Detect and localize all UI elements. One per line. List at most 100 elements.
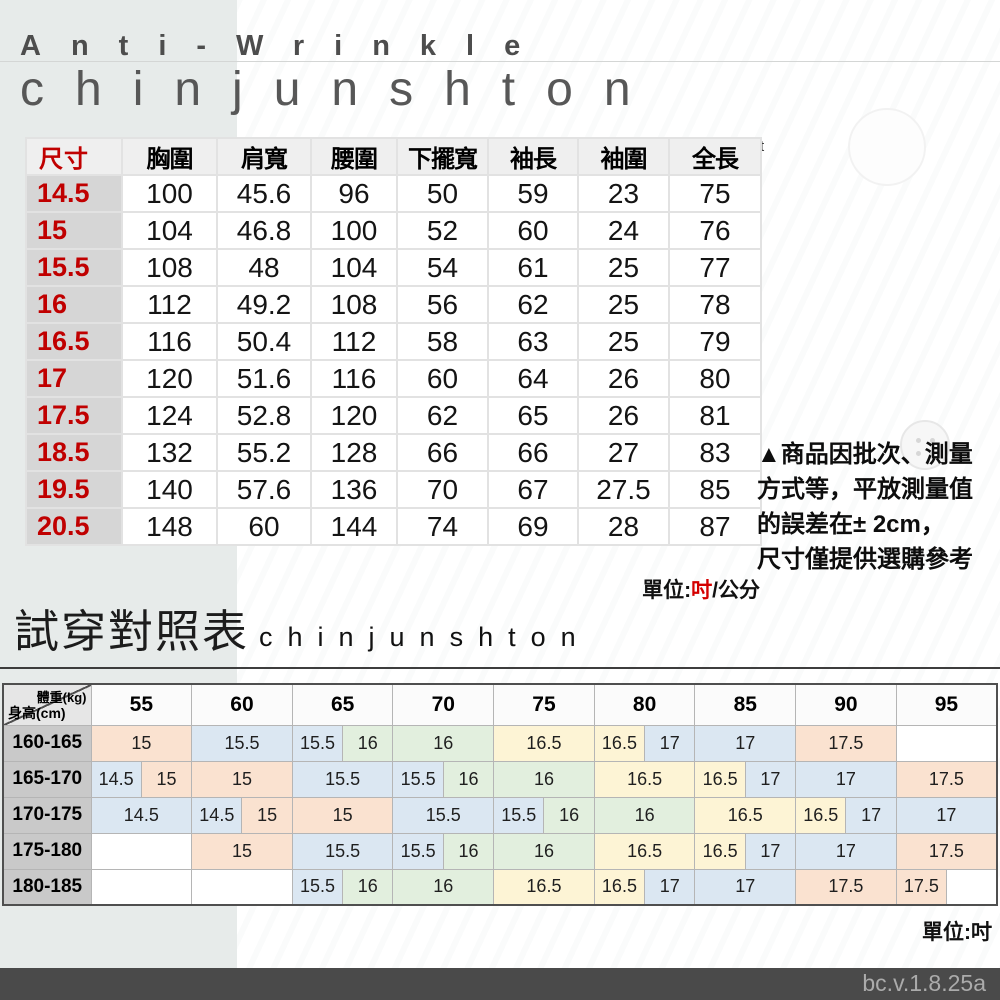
- fit-size-cell: 15: [291, 796, 394, 834]
- size-value-cell: 81: [668, 396, 762, 435]
- size-value-cell: 54: [396, 248, 489, 287]
- fit-size-cell: [946, 868, 998, 906]
- fit-header-row: 體重(kg) 身高(cm) 55 60 65 70 75 80 85 90 95: [2, 683, 998, 726]
- fit-size-cell: 16.5: [694, 832, 746, 870]
- size-value-cell: 85: [668, 470, 762, 509]
- fit-size-cell: 16.5: [493, 868, 595, 906]
- fit-size-cell: 16: [543, 796, 595, 834]
- fit-size-cell: 15.5: [493, 796, 545, 834]
- fit-size-cell: 15.5: [191, 724, 293, 762]
- fit-table-row: 160-165 15 15.5 15.5 16 16 16.5 16.5 17 17 17.5: [2, 724, 998, 762]
- size-row-header: 16: [25, 285, 123, 324]
- size-value-cell: 60: [487, 211, 579, 250]
- fit-weight-header: 65: [291, 683, 394, 726]
- size-value-cell: 60: [396, 359, 489, 398]
- size-value-cell: 132: [121, 433, 218, 472]
- header-divider: [0, 61, 1000, 62]
- version-bar: bc.v.1.8.25a: [0, 968, 1000, 1000]
- fit-size-cell: 14.5: [90, 796, 193, 834]
- size-value-cell: 50: [396, 174, 489, 213]
- brand-subtitle: Anti-Wrinkle: [20, 30, 551, 62]
- size-value-cell: 63: [487, 322, 579, 361]
- size-value-cell: 116: [310, 359, 398, 398]
- size-table-row: 20.5 148 60 144 74 69 28 87: [25, 507, 762, 546]
- size-value-cell: 140: [121, 470, 218, 509]
- fit-size-cell: 16: [392, 868, 495, 906]
- fit-size-cell: 16: [442, 832, 495, 870]
- fit-size-cell: 15.5: [392, 832, 444, 870]
- size-value-cell: 45.6: [216, 174, 312, 213]
- fit-table-row: 180-185 15.5 16 16 16.5 16.5 17 17 17.5 17.5: [2, 868, 998, 906]
- fit-size-cell: 17: [845, 796, 897, 834]
- size-table-row: 18.5 132 55.2 128 66 66 27 83: [25, 433, 762, 472]
- size-value-cell: 50.4: [216, 322, 312, 361]
- size-column-header: 胸圍: [121, 137, 218, 176]
- fit-table-head: 體重(kg) 身高(cm) 55 60 65 70 75 80 85 90 95: [2, 683, 998, 726]
- fit-size-cell: 15.5: [291, 724, 344, 762]
- size-value-cell: 52.8: [216, 396, 312, 435]
- unit-label-bottom: 單位:吋: [922, 921, 992, 944]
- size-value-cell: 120: [121, 359, 218, 398]
- fit-size-cell: 15.5: [392, 796, 495, 834]
- size-value-cell: 61: [487, 248, 579, 287]
- fit-size-cell: 15: [241, 796, 293, 834]
- size-value-cell: 80: [668, 359, 762, 398]
- size-table-row: 17 120 51.6 116 60 64 26 80: [25, 359, 762, 398]
- fit-height-header: 170-175: [2, 796, 92, 834]
- size-value-cell: 25: [577, 285, 670, 324]
- size-row-header: 14.5: [25, 174, 123, 213]
- fit-size-cell: 16: [442, 760, 495, 798]
- fit-table-row: 170-175 14.5 14.5 15 15 15.5 15.5 16 16 16.5 16.5 1…: [2, 796, 998, 834]
- size-value-cell: 108: [310, 285, 398, 324]
- size-row-header: 17: [25, 359, 123, 398]
- size-table-body: 14.5 100 45.6 96 50 59 23 75 15 104 46.8 100 52 60 24 7…: [25, 174, 762, 546]
- fit-size-cell: 17: [795, 832, 897, 870]
- fit-size-cell: 17: [644, 724, 696, 762]
- fit-size-cell: 17.5: [795, 724, 897, 762]
- size-table-row: 16 112 49.2 108 56 62 25 78: [25, 285, 762, 324]
- size-value-cell: 74: [396, 507, 489, 546]
- size-value-cell: 69: [487, 507, 579, 546]
- fit-size-cell: 16: [392, 724, 495, 762]
- size-row-header: 20.5: [25, 507, 123, 546]
- fit-height-header: 165-170: [2, 760, 92, 798]
- size-value-cell: 136: [310, 470, 398, 509]
- size-value-cell: 78: [668, 285, 762, 324]
- size-value-cell: 28: [577, 507, 670, 546]
- size-value-cell: 56: [396, 285, 489, 324]
- size-value-cell: 25: [577, 248, 670, 287]
- unit-label-top: 單位:吋/公分: [25, 574, 760, 604]
- fit-size-cell: 16.5: [593, 760, 696, 798]
- fit-size-cell: 15: [191, 760, 293, 798]
- fit-size-cell: 16.5: [694, 796, 797, 834]
- corner-height-label: 身高(cm): [8, 704, 66, 721]
- size-value-cell: 55.2: [216, 433, 312, 472]
- fit-size-cell: 17: [644, 868, 696, 906]
- size-table-head: 尺寸 胸圍 肩寬 腰圍 下擺寬 袖長 袖圍 全長: [25, 137, 762, 176]
- fit-size-cell: 16: [342, 724, 394, 762]
- fit-size-cell: [895, 724, 998, 762]
- fit-weight-header: 85: [694, 683, 797, 726]
- fit-weight-header: 70: [392, 683, 495, 726]
- fit-size-cell: 16: [342, 868, 394, 906]
- fit-weight-header: 75: [493, 683, 595, 726]
- fit-size-cell: 15: [191, 832, 293, 870]
- size-value-cell: 62: [396, 396, 489, 435]
- size-value-cell: 66: [396, 433, 489, 472]
- size-row-header: 16.5: [25, 322, 123, 361]
- fit-size-cell: 17: [744, 832, 797, 870]
- fit-height-header: 175-180: [2, 832, 92, 870]
- size-value-cell: 87: [668, 507, 762, 546]
- size-table-row: 16.5 116 50.4 112 58 63 25 79: [25, 322, 762, 361]
- size-value-cell: 62: [487, 285, 579, 324]
- fit-size-cell: [191, 868, 293, 906]
- fit-corner-cell: 體重(kg) 身高(cm): [2, 683, 92, 726]
- size-column-header: 肩寬: [216, 137, 312, 176]
- size-value-cell: 64: [487, 359, 579, 398]
- size-value-cell: 112: [121, 285, 218, 324]
- size-value-cell: 96: [310, 174, 398, 213]
- size-value-cell: 116: [121, 322, 218, 361]
- fit-size-cell: 16.5: [593, 868, 646, 906]
- size-value-cell: 144: [310, 507, 398, 546]
